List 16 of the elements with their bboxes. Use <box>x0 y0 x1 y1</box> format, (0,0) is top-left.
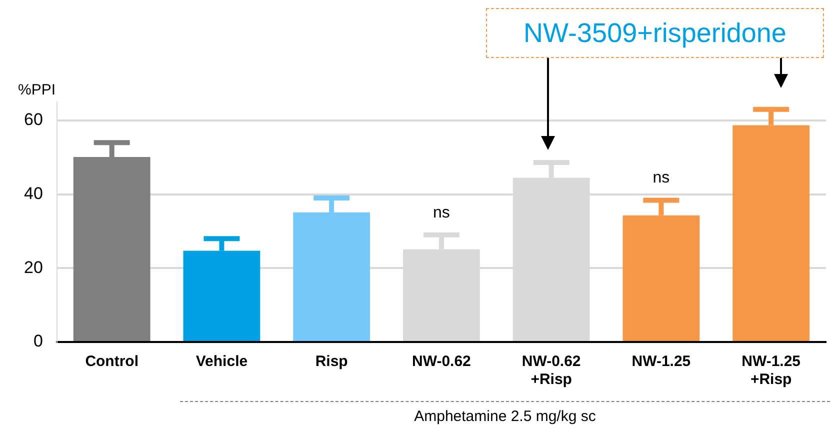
x-tick-label: NW-0.62 <box>412 353 471 370</box>
text: Amphetamine 2.5 mg/kg sc <box>413 408 597 425</box>
annotation: ns <box>433 204 450 222</box>
y-tick-label: 20 <box>24 258 43 277</box>
x-tick-label: NW-0.62 +Risp <box>522 353 581 388</box>
x-tick-label: NW-1.25 +Risp <box>742 353 801 388</box>
x-tick-label: Vehicle <box>196 353 248 370</box>
annotation: ns <box>652 170 670 187</box>
x-tick-label: NW-1.25 <box>632 353 691 370</box>
y-tick-label: 60 <box>24 110 43 130</box>
text: NW-3509+risperidone <box>486 8 824 58</box>
y-tick-label: 40 <box>24 184 43 203</box>
y-tick-label: 0 <box>33 332 43 351</box>
x-tick-label: Control <box>85 353 139 370</box>
x-tick-label: Risp <box>315 353 348 370</box>
y-axis-title: %PPI <box>18 82 56 99</box>
